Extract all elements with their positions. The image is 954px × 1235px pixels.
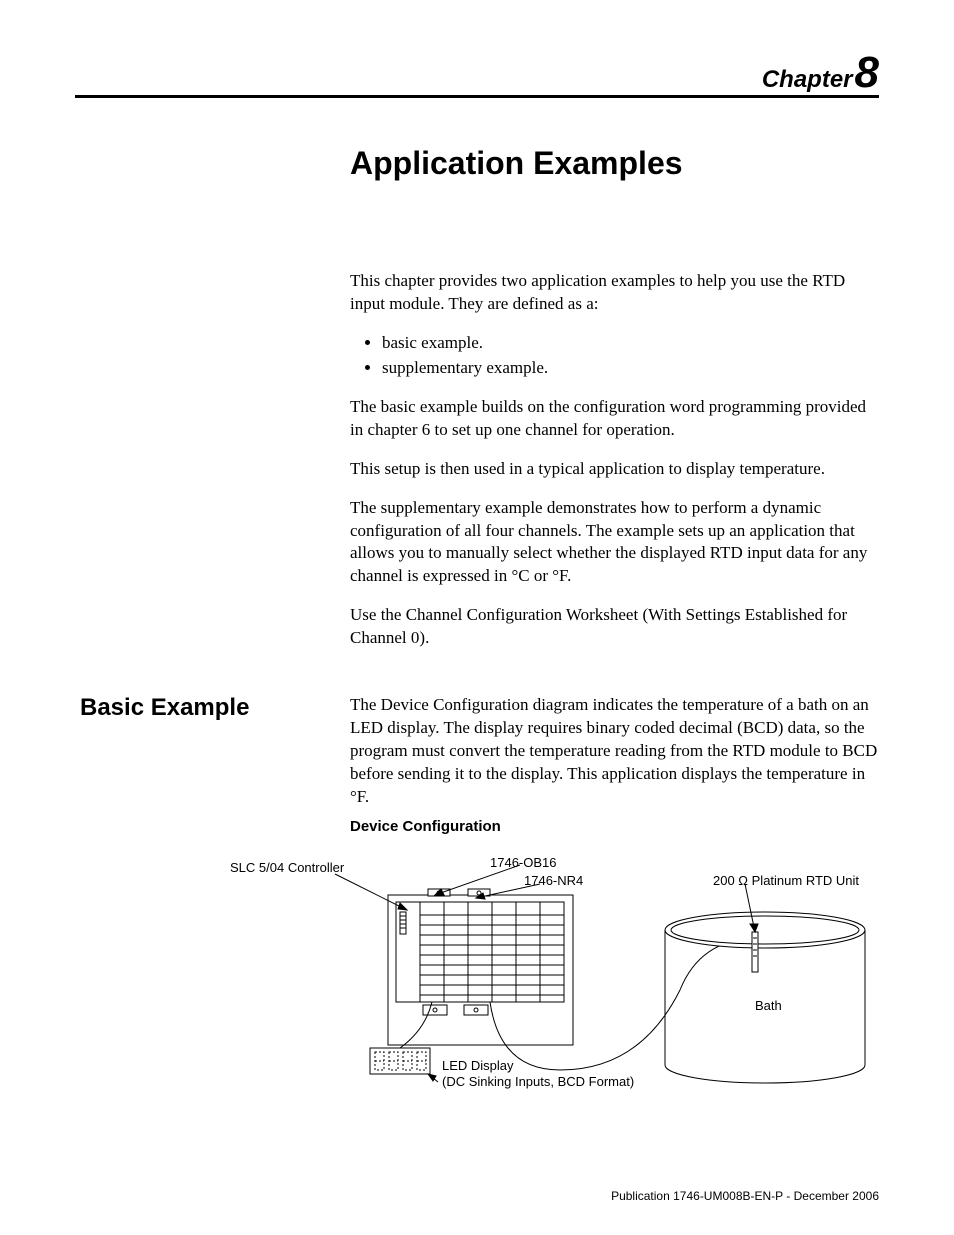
intro-bullets: basic example. supplementary example.	[350, 332, 879, 380]
device-configuration-diagram	[200, 860, 900, 1120]
bullet-item: basic example.	[382, 332, 879, 355]
publication-footer: Publication 1746-UM008B-EN-P - December …	[611, 1189, 879, 1203]
intro-paragraph-1: This chapter provides two application ex…	[350, 270, 879, 316]
page: Chapter8 Application Examples This chapt…	[0, 0, 954, 1235]
header-rule	[75, 95, 879, 98]
intro-paragraph-5: Use the Channel Configuration Worksheet …	[350, 604, 879, 650]
page-title: Application Examples	[350, 145, 683, 182]
basic-example-body: The Device Configuration diagram indicat…	[350, 694, 879, 825]
section-heading-basic-example: Basic Example	[80, 694, 249, 722]
figure-caption: Device Configuration	[350, 818, 501, 835]
intro-paragraph-3: This setup is then used in a typical app…	[350, 458, 879, 481]
intro-column: This chapter provides two application ex…	[350, 270, 879, 666]
bullet-item: supplementary example.	[382, 357, 879, 380]
chapter-word: Chapter	[762, 66, 853, 93]
chapter-number: 8	[855, 48, 879, 97]
intro-paragraph-4: The supplementary example demonstrates h…	[350, 497, 879, 589]
chapter-header: Chapter8	[762, 48, 879, 98]
basic-paragraph-1: The Device Configuration diagram indicat…	[350, 694, 879, 809]
intro-paragraph-2: The basic example builds on the configur…	[350, 396, 879, 442]
